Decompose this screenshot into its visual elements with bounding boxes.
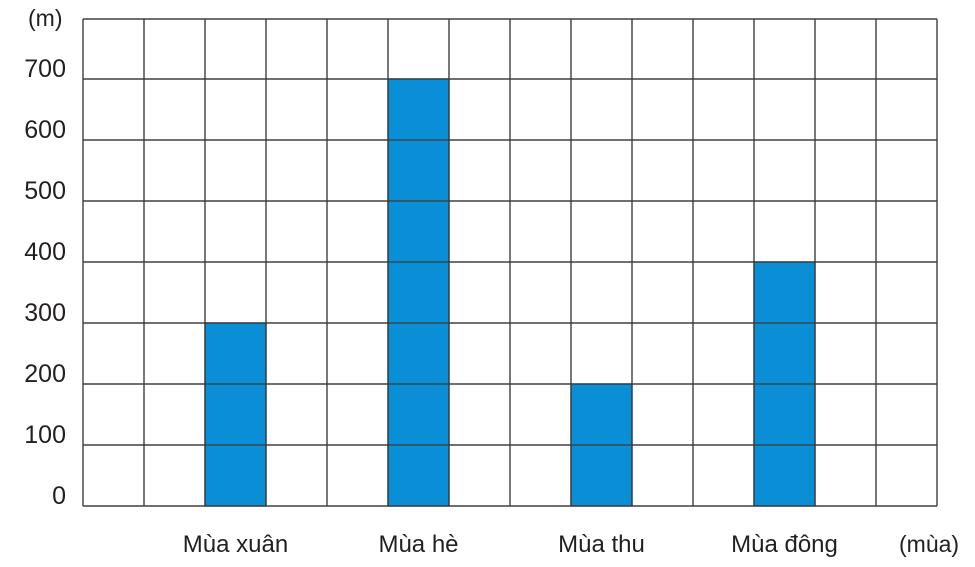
y-tick-label: 400	[24, 238, 66, 266]
y-tick-label: 500	[24, 177, 66, 205]
chart-grid-overlay	[82, 18, 938, 507]
y-tick-label: 200	[24, 360, 66, 388]
y-tick-label: 100	[24, 421, 66, 449]
x-category-label: Mùa thu	[558, 531, 645, 558]
bar	[387, 78, 450, 507]
x-axis-label: (mùa)	[899, 531, 959, 557]
bar	[204, 322, 267, 507]
bars-group	[204, 78, 816, 507]
y-tick-label: 0	[52, 482, 66, 510]
y-tick-label: 600	[24, 116, 66, 144]
x-category-label: Mùa hè	[378, 531, 458, 558]
y-tick-label: 300	[24, 299, 66, 327]
y-axis-label: (m)	[28, 5, 62, 31]
y-axis-ticks: 0 100 200 300 400 500 600 700	[24, 55, 66, 510]
x-category-label: Mùa xuân	[183, 531, 288, 558]
x-category-label: Mùa đông	[731, 531, 838, 558]
x-axis-categories: Mùa xuân Mùa hè Mùa thu Mùa đông	[183, 531, 838, 558]
y-tick-label: 700	[24, 55, 66, 83]
